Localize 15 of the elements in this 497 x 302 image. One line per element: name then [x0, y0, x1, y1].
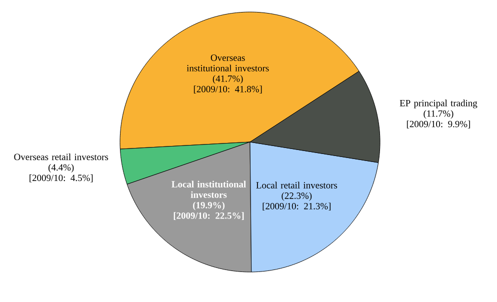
data-label: (11.7%)	[424, 110, 454, 119]
data-label: (22.3%)	[282, 192, 312, 201]
slice-label: Local institutional investors	[172, 180, 246, 198]
slice-label: Overseas institutional investors	[186, 54, 269, 72]
slice-label: EP principal trading	[400, 100, 478, 108]
text: [2009/10: 41.8%]	[194, 86, 262, 94]
text: [2009/10: 4.5%]	[30, 174, 93, 182]
text: [2009/10: 22.5%]	[174, 212, 244, 220]
data-label: (4.4%)	[48, 164, 74, 173]
data-label: (19.9%)	[193, 202, 225, 210]
data-label: (41.7%)	[212, 75, 243, 84]
text: [2009/10: 21.3%]	[262, 202, 331, 211]
text: [2009/10: 9.9%]	[406, 120, 470, 128]
slice-label: Local retail investors	[256, 182, 338, 188]
slice-label: Overseas retail investors	[14, 154, 108, 160]
